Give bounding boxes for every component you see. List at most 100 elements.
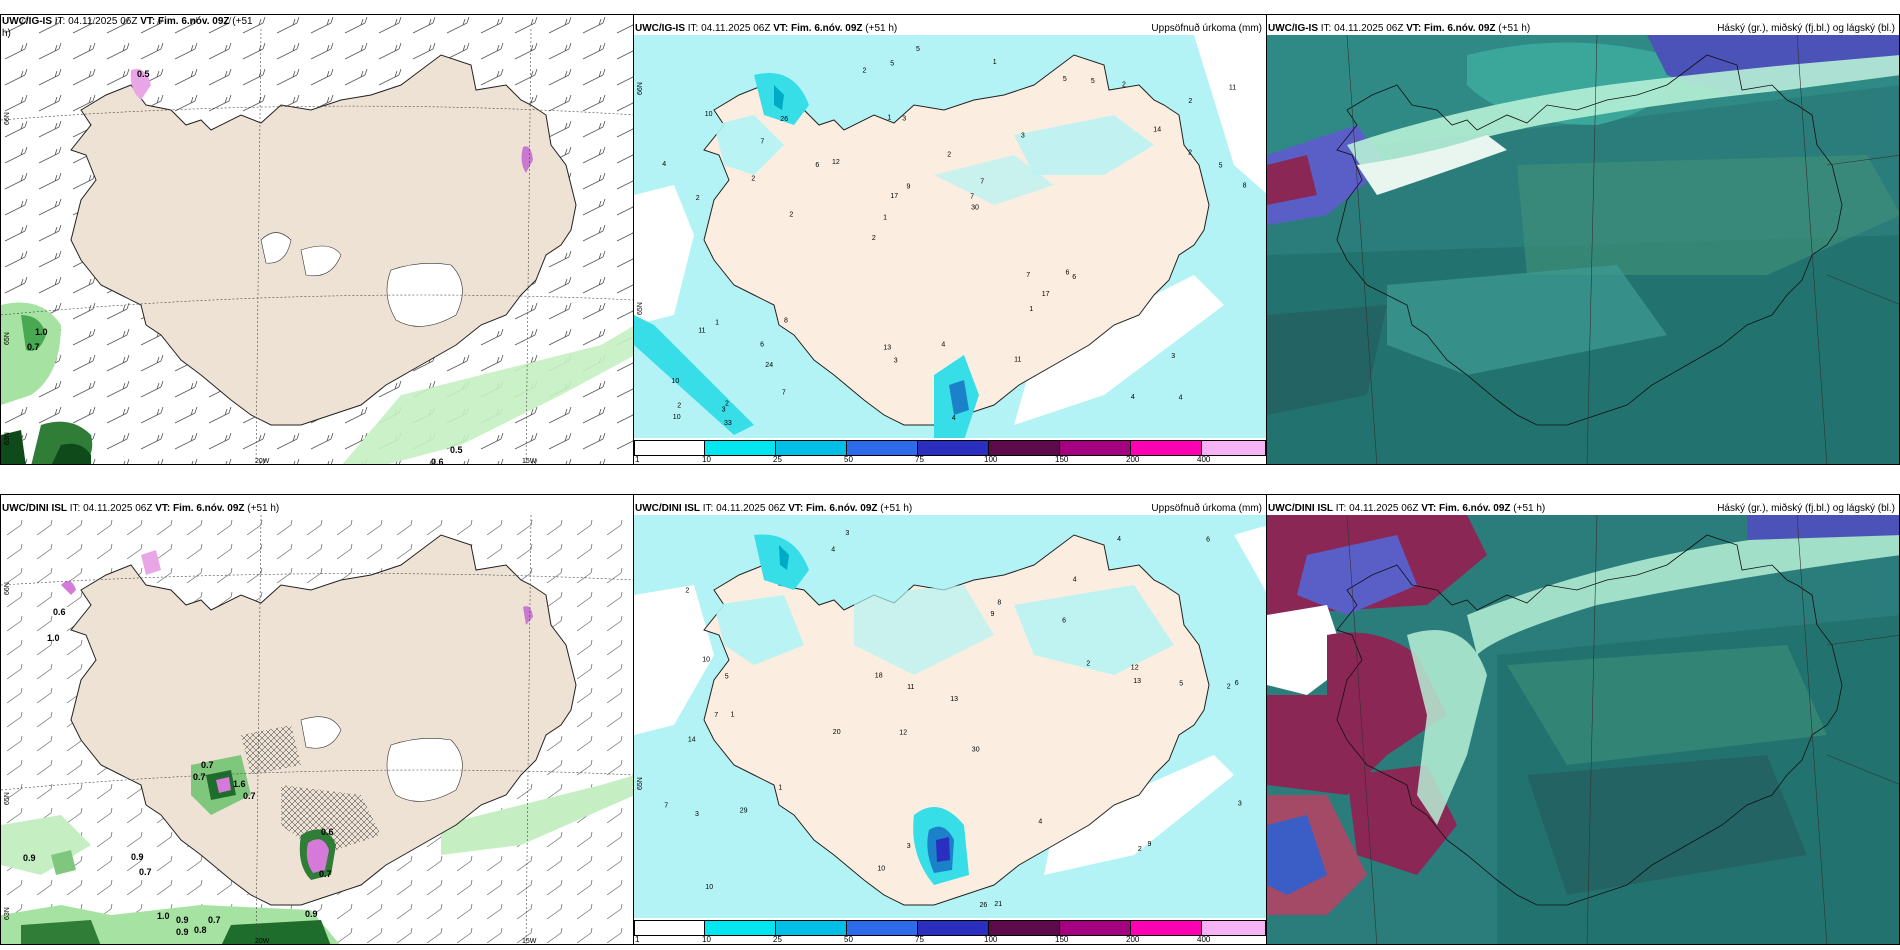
precip-number: 6 — [815, 162, 819, 169]
precip-number: 7 — [980, 179, 984, 186]
wind-map: 0.5 1.0 0.7 0.5 0.6 66N 65N 63N 20W 15W — [1, 15, 633, 465]
precip-number: 7 — [1026, 272, 1030, 279]
graticule — [1, 514, 633, 944]
colorbar-swatch — [776, 920, 847, 936]
precip-number: 13 — [883, 345, 891, 352]
iceland-outline — [1336, 54, 1843, 426]
colorbar-swatch — [634, 920, 705, 936]
value-label: 1.0 — [157, 911, 170, 921]
value-label: 0.9 — [131, 852, 144, 862]
precip-number: 4 — [1038, 819, 1042, 826]
colorbar-swatch — [776, 440, 847, 456]
panel-bot-right: UWC/DINI ISL IT: 04.11.2025 06Z VT: Fim.… — [1266, 494, 1900, 945]
value-label: 1.6 — [233, 779, 246, 789]
precip-number: 3 — [845, 530, 849, 537]
lat-label: 66N — [637, 82, 644, 95]
wind-map: 0.6 1.0 0.7 0.7 1.6 0.7 0.6 0.7 0.9 0.9 … — [1, 514, 633, 945]
precip-number: 2 — [677, 402, 681, 409]
colorbar-label: 10 — [702, 935, 711, 944]
precip-number: 14 — [688, 736, 696, 743]
precip-number: 11 — [1014, 356, 1021, 363]
colorbar-label: 150 — [1055, 935, 1069, 944]
precip-number: 6 — [1206, 537, 1210, 544]
colorbar-swatch — [1202, 440, 1266, 456]
value-label: 0.7 — [193, 772, 206, 782]
precip-number: 29 — [740, 807, 748, 814]
precip-number: 1 — [731, 712, 735, 719]
precip-number: 5 — [1063, 76, 1067, 83]
value-label: 0.9 — [305, 909, 318, 919]
value-label: 1.0 — [35, 327, 48, 337]
precip-number: 3 — [1171, 353, 1175, 360]
precip-number: 2 — [947, 152, 951, 159]
precip-number: 10 — [877, 866, 885, 873]
precip-number: 7 — [970, 194, 974, 201]
precip-number: 1 — [778, 784, 782, 791]
colorbar-swatch — [705, 440, 776, 456]
colorbar-swatch — [989, 920, 1060, 936]
precip-number: 4 — [662, 161, 666, 168]
lat-label: 65N — [637, 777, 644, 790]
precip-number: 13 — [950, 696, 958, 703]
precip-number: 4 — [1131, 394, 1135, 401]
precip-number-labels: 4222321211210243761058721131726584364621… — [662, 46, 1246, 427]
colorbar-swatch — [1060, 440, 1131, 456]
value-label: 0.9 — [176, 915, 189, 925]
colorbar-swatch — [918, 440, 989, 456]
precip-number: 17 — [890, 193, 898, 200]
panel-top-left: UWC/IG-IS IT: 04.11.2025 06Z VT: Fim. 6.… — [0, 14, 634, 465]
precip-number: 5 — [890, 60, 894, 67]
precip-number: 2 — [725, 401, 729, 408]
precip-number: 12 — [1131, 664, 1139, 671]
colorbar-label: 200 — [1126, 455, 1140, 464]
colorbar-label: 10 — [702, 455, 711, 464]
green-precip-area — [342, 326, 633, 464]
precip-number: 2 — [872, 235, 876, 242]
lat-label: 65N — [4, 332, 11, 345]
value-label: 0.5 — [450, 445, 463, 455]
cloud-map — [1267, 34, 1899, 464]
colorbar-label: 100 — [984, 455, 998, 464]
lon-label: 15W — [522, 938, 537, 945]
panel-title: UWC/DINI ISL IT: 04.11.2025 06Z VT: Fim.… — [1268, 503, 1546, 514]
lon-label: 20W — [255, 938, 270, 945]
panel-top-mid: UWC/IG-IS IT: 04.11.2025 06Z VT: Fim. 6.… — [633, 14, 1267, 465]
precip-number: 24 — [765, 362, 773, 369]
value-label: 0.7 — [139, 867, 152, 877]
precip-number: 30 — [972, 747, 980, 754]
precip-number: 12 — [832, 159, 840, 166]
graticule — [1, 28, 633, 464]
precip-number: 10 — [705, 884, 713, 891]
precip-number: 20 — [833, 729, 841, 736]
precip-number: 2 — [751, 176, 755, 183]
precip-number: 3 — [1021, 133, 1025, 140]
iceland-outline — [1336, 534, 1843, 906]
colorbar-label: 200 — [1126, 935, 1140, 944]
panel-top-right: UWC/IG-IS IT: 04.11.2025 06Z VT: Fim. 6.… — [1266, 14, 1900, 465]
precip-number: 1 — [715, 320, 719, 327]
lon-label: 20W — [255, 458, 270, 465]
value-label: 0.7 — [243, 791, 256, 801]
precip-number: 3 — [894, 358, 898, 365]
value-label: 0.6 — [431, 457, 444, 465]
precip-number: 5 — [1091, 78, 1095, 85]
panel-title: UWC/DINI ISL IT: 04.11.2025 06Z VT: Fim.… — [635, 503, 913, 514]
precip-number: 6 — [1235, 680, 1239, 687]
precip-number: 2 — [1188, 98, 1192, 105]
value-label: 0.7 — [27, 342, 40, 352]
precip-number: 33 — [724, 420, 732, 427]
colorbar-label: 100 — [984, 935, 998, 944]
precip-number: 7 — [760, 139, 764, 146]
precip-number: 2 — [1086, 660, 1090, 667]
precip-number: 11 — [698, 327, 705, 334]
precip-number: 13 — [1133, 678, 1141, 685]
panel-title: UWC/IG-IS IT: 04.11.2025 06Z VT: Fim. 6.… — [2, 16, 253, 39]
colorbar-swatch — [847, 440, 918, 456]
precip-number: 30 — [971, 204, 979, 211]
panel-right-title: Háský (gr.), miðský (fj.bl.) og lágský (… — [1717, 23, 1895, 34]
precip-number: 21 — [994, 901, 1002, 908]
colorbar-label: 400 — [1197, 935, 1211, 944]
value-label: 0.7 — [201, 760, 214, 770]
panel-title: UWC/DINI ISL IT: 04.11.2025 06Z VT: Fim.… — [2, 503, 280, 514]
